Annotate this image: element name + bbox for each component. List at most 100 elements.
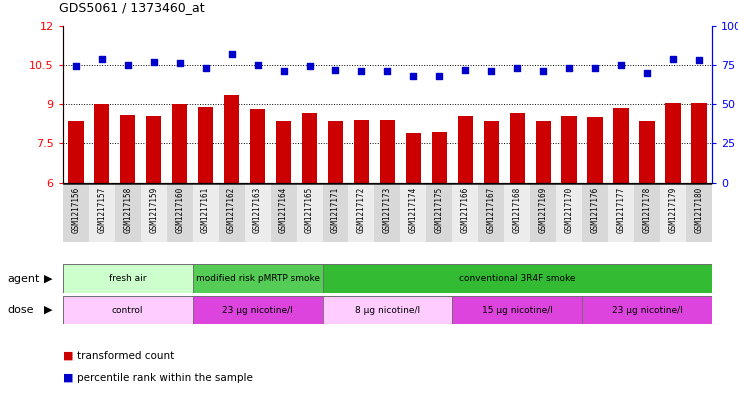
Bar (536, 121, 551, 183)
Point (200, 65, 212, 71)
Bar (406, 133, 421, 183)
Point (563, 65, 575, 71)
Text: GSM1217179: GSM1217179 (669, 186, 677, 233)
Bar (348, 184, 374, 242)
Text: ▶: ▶ (44, 274, 52, 284)
Text: modified risk pMRTP smoke: modified risk pMRTP smoke (196, 274, 320, 283)
Point (407, 73, 419, 79)
Point (433, 73, 445, 79)
Text: GSM1217170: GSM1217170 (565, 186, 573, 233)
Bar (427, 184, 452, 242)
Point (641, 70, 653, 76)
Bar (639, 121, 655, 183)
Bar (68, 121, 83, 183)
Text: GSM1217159: GSM1217159 (149, 186, 158, 233)
Point (460, 66, 472, 73)
Bar (193, 184, 218, 242)
Point (693, 57, 705, 63)
Point (486, 68, 497, 74)
Bar (328, 121, 343, 183)
Bar (193, 296, 323, 324)
Point (382, 68, 393, 74)
Bar (198, 107, 213, 183)
Bar (271, 184, 297, 242)
Bar (297, 184, 323, 242)
Bar (452, 296, 582, 324)
Bar (244, 184, 271, 242)
Bar (661, 184, 686, 242)
Text: conventional 3R4F smoke: conventional 3R4F smoke (459, 274, 576, 283)
Bar (94, 104, 109, 183)
Text: ■: ■ (63, 373, 73, 383)
Bar (509, 113, 525, 183)
Bar (531, 184, 556, 242)
Text: agent: agent (7, 274, 40, 284)
Bar (63, 264, 193, 293)
Text: GSM1217175: GSM1217175 (435, 186, 444, 233)
Text: GSM1217177: GSM1217177 (617, 186, 626, 233)
Bar (193, 264, 323, 293)
Text: GSM1217162: GSM1217162 (227, 186, 236, 233)
Bar (89, 184, 114, 242)
Bar (374, 184, 401, 242)
Text: control: control (112, 306, 143, 314)
Point (615, 62, 627, 68)
Bar (302, 113, 317, 183)
Bar (141, 184, 167, 242)
Text: GSM1217160: GSM1217160 (175, 186, 184, 233)
Text: fresh air: fresh air (109, 274, 146, 283)
Text: ▶: ▶ (44, 305, 52, 315)
Bar (692, 103, 707, 183)
Text: percentile rank within the sample: percentile rank within the sample (77, 373, 253, 383)
Bar (323, 184, 348, 242)
Text: GSM1217158: GSM1217158 (123, 186, 132, 233)
Bar (323, 296, 452, 324)
Bar (452, 184, 478, 242)
Bar (379, 120, 396, 183)
Bar (323, 264, 712, 293)
Bar (686, 184, 712, 242)
Text: GDS5061 / 1373460_at: GDS5061 / 1373460_at (59, 1, 204, 14)
Bar (172, 104, 187, 183)
Bar (478, 184, 504, 242)
Point (537, 68, 549, 74)
Point (356, 68, 368, 74)
Text: GSM1217156: GSM1217156 (72, 186, 80, 233)
Bar (63, 184, 89, 242)
Bar (401, 184, 427, 242)
Bar (120, 115, 136, 183)
Text: GSM1217174: GSM1217174 (409, 186, 418, 233)
Point (70, 63, 82, 70)
Bar (63, 296, 193, 324)
Bar (582, 184, 608, 242)
Bar (634, 184, 661, 242)
Bar (114, 184, 141, 242)
Point (96, 55, 108, 62)
Bar (562, 116, 577, 183)
Text: ■: ■ (63, 351, 73, 361)
Point (252, 62, 263, 68)
Text: GSM1217171: GSM1217171 (331, 186, 340, 233)
Point (226, 51, 238, 57)
Text: GSM1217167: GSM1217167 (487, 186, 496, 233)
Text: GSM1217161: GSM1217161 (201, 186, 210, 233)
Text: 23 μg nicotine/l: 23 μg nicotine/l (612, 306, 683, 314)
Text: GSM1217172: GSM1217172 (357, 186, 366, 233)
Text: GSM1217169: GSM1217169 (539, 186, 548, 233)
Text: GSM1217164: GSM1217164 (279, 186, 288, 233)
Point (148, 59, 159, 65)
Point (303, 63, 315, 70)
Bar (608, 184, 634, 242)
Text: GSM1217165: GSM1217165 (305, 186, 314, 233)
Bar (582, 296, 712, 324)
Point (122, 62, 134, 68)
Text: GSM1217163: GSM1217163 (253, 186, 262, 233)
Point (667, 55, 679, 62)
Point (511, 65, 523, 71)
Bar (224, 95, 239, 183)
Bar (556, 184, 582, 242)
Bar (218, 184, 244, 242)
Bar (432, 132, 447, 183)
Text: GSM1217178: GSM1217178 (643, 186, 652, 233)
Text: GSM1217168: GSM1217168 (513, 186, 522, 233)
